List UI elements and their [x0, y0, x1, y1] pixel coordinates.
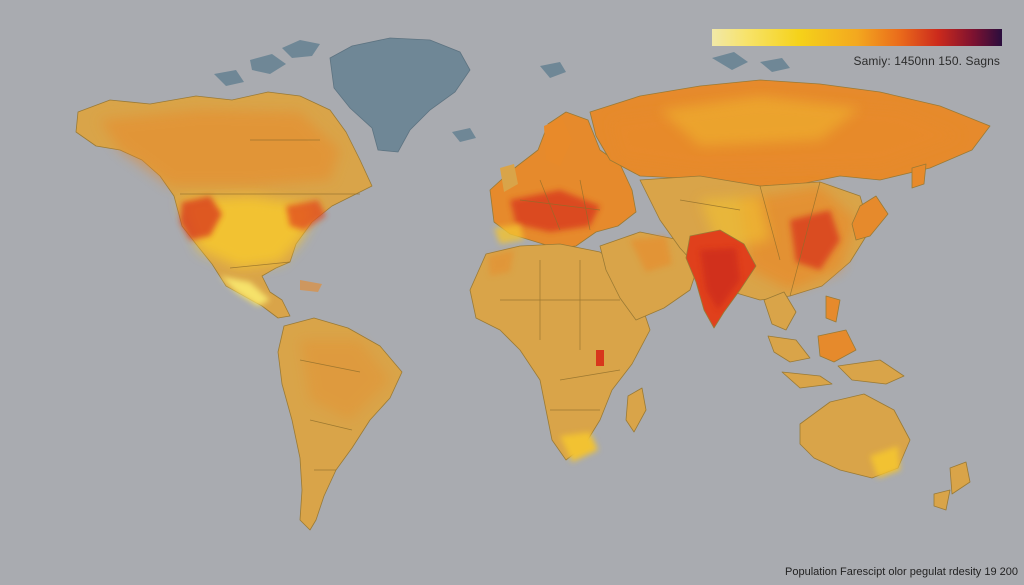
density-legend-bar [712, 29, 1002, 46]
map-caption: Population Farescipt olor pegulat rdesit… [785, 566, 1018, 578]
europe [489, 111, 637, 249]
africa [469, 243, 651, 462]
southeast-asia [763, 291, 905, 389]
south-america [277, 317, 403, 531]
australia [799, 393, 971, 511]
middle-east [599, 231, 701, 321]
india [685, 229, 757, 329]
greenland [214, 37, 790, 153]
legend-label: Samiy: 1450nn 150. Sagns [853, 54, 1000, 68]
north-america [75, 91, 373, 319]
russia [589, 79, 991, 187]
